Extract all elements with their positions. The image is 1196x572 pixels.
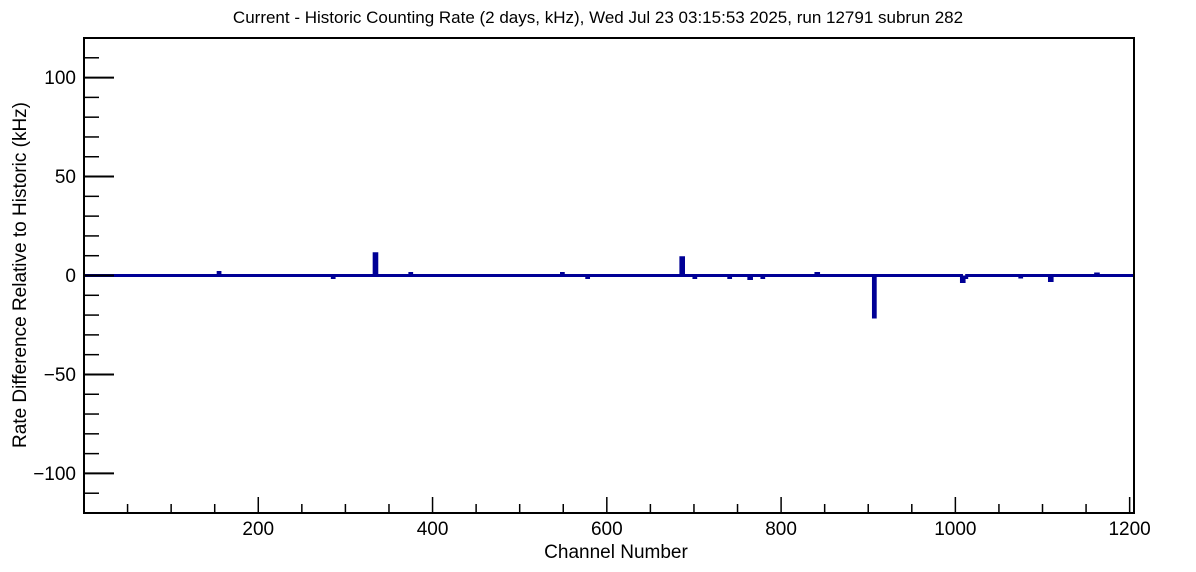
y-tick-label: 100 bbox=[44, 68, 76, 89]
axis-ticks: 100 50 0 −50 −100 200 400 600 800 1000 1200 bbox=[33, 57, 1151, 540]
x-axis-title: Channel Number bbox=[544, 542, 688, 563]
x-tick-label: 400 bbox=[417, 519, 449, 540]
series-line-rate-difference bbox=[84, 252, 1134, 319]
x-tick-label: 200 bbox=[242, 519, 274, 540]
x-tick-label: 1000 bbox=[934, 519, 976, 540]
y-tick-label: 0 bbox=[65, 266, 76, 287]
x-tick-label: 1200 bbox=[1108, 519, 1150, 540]
y-tick-label: 50 bbox=[55, 167, 76, 188]
y-tick-label: −50 bbox=[44, 365, 76, 386]
y-tick-label: −100 bbox=[33, 464, 76, 485]
chart-title: Current - Historic Counting Rate (2 days… bbox=[232, 8, 964, 27]
x-tick-label: 800 bbox=[765, 519, 797, 540]
x-tick-label: 600 bbox=[591, 519, 623, 540]
